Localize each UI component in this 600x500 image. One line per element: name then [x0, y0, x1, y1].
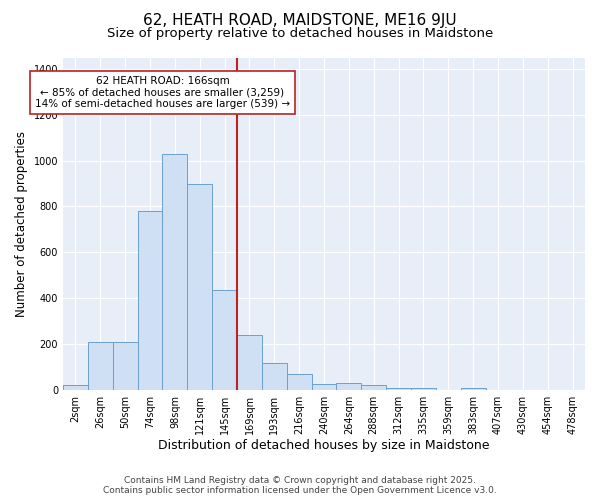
Bar: [311, 384, 337, 390]
Bar: [237, 335, 262, 390]
Bar: [411, 388, 436, 390]
Bar: [262, 364, 287, 390]
Text: 62, HEATH ROAD, MAIDSTONE, ME16 9JU: 62, HEATH ROAD, MAIDSTONE, ME16 9JU: [143, 12, 457, 28]
Bar: [63, 385, 88, 390]
Y-axis label: Number of detached properties: Number of detached properties: [15, 130, 28, 316]
Bar: [212, 290, 237, 390]
Bar: [461, 388, 485, 390]
Bar: [361, 385, 386, 390]
X-axis label: Distribution of detached houses by size in Maidstone: Distribution of detached houses by size …: [158, 440, 490, 452]
Text: Size of property relative to detached houses in Maidstone: Size of property relative to detached ho…: [107, 28, 493, 40]
Bar: [163, 154, 187, 390]
Text: Contains HM Land Registry data © Crown copyright and database right 2025.
Contai: Contains HM Land Registry data © Crown c…: [103, 476, 497, 495]
Bar: [337, 383, 361, 390]
Bar: [113, 342, 137, 390]
Text: 62 HEATH ROAD: 166sqm
← 85% of detached houses are smaller (3,259)
14% of semi-d: 62 HEATH ROAD: 166sqm ← 85% of detached …: [35, 76, 290, 109]
Bar: [137, 211, 163, 390]
Bar: [287, 374, 311, 390]
Bar: [88, 342, 113, 390]
Bar: [187, 184, 212, 390]
Bar: [386, 388, 411, 390]
